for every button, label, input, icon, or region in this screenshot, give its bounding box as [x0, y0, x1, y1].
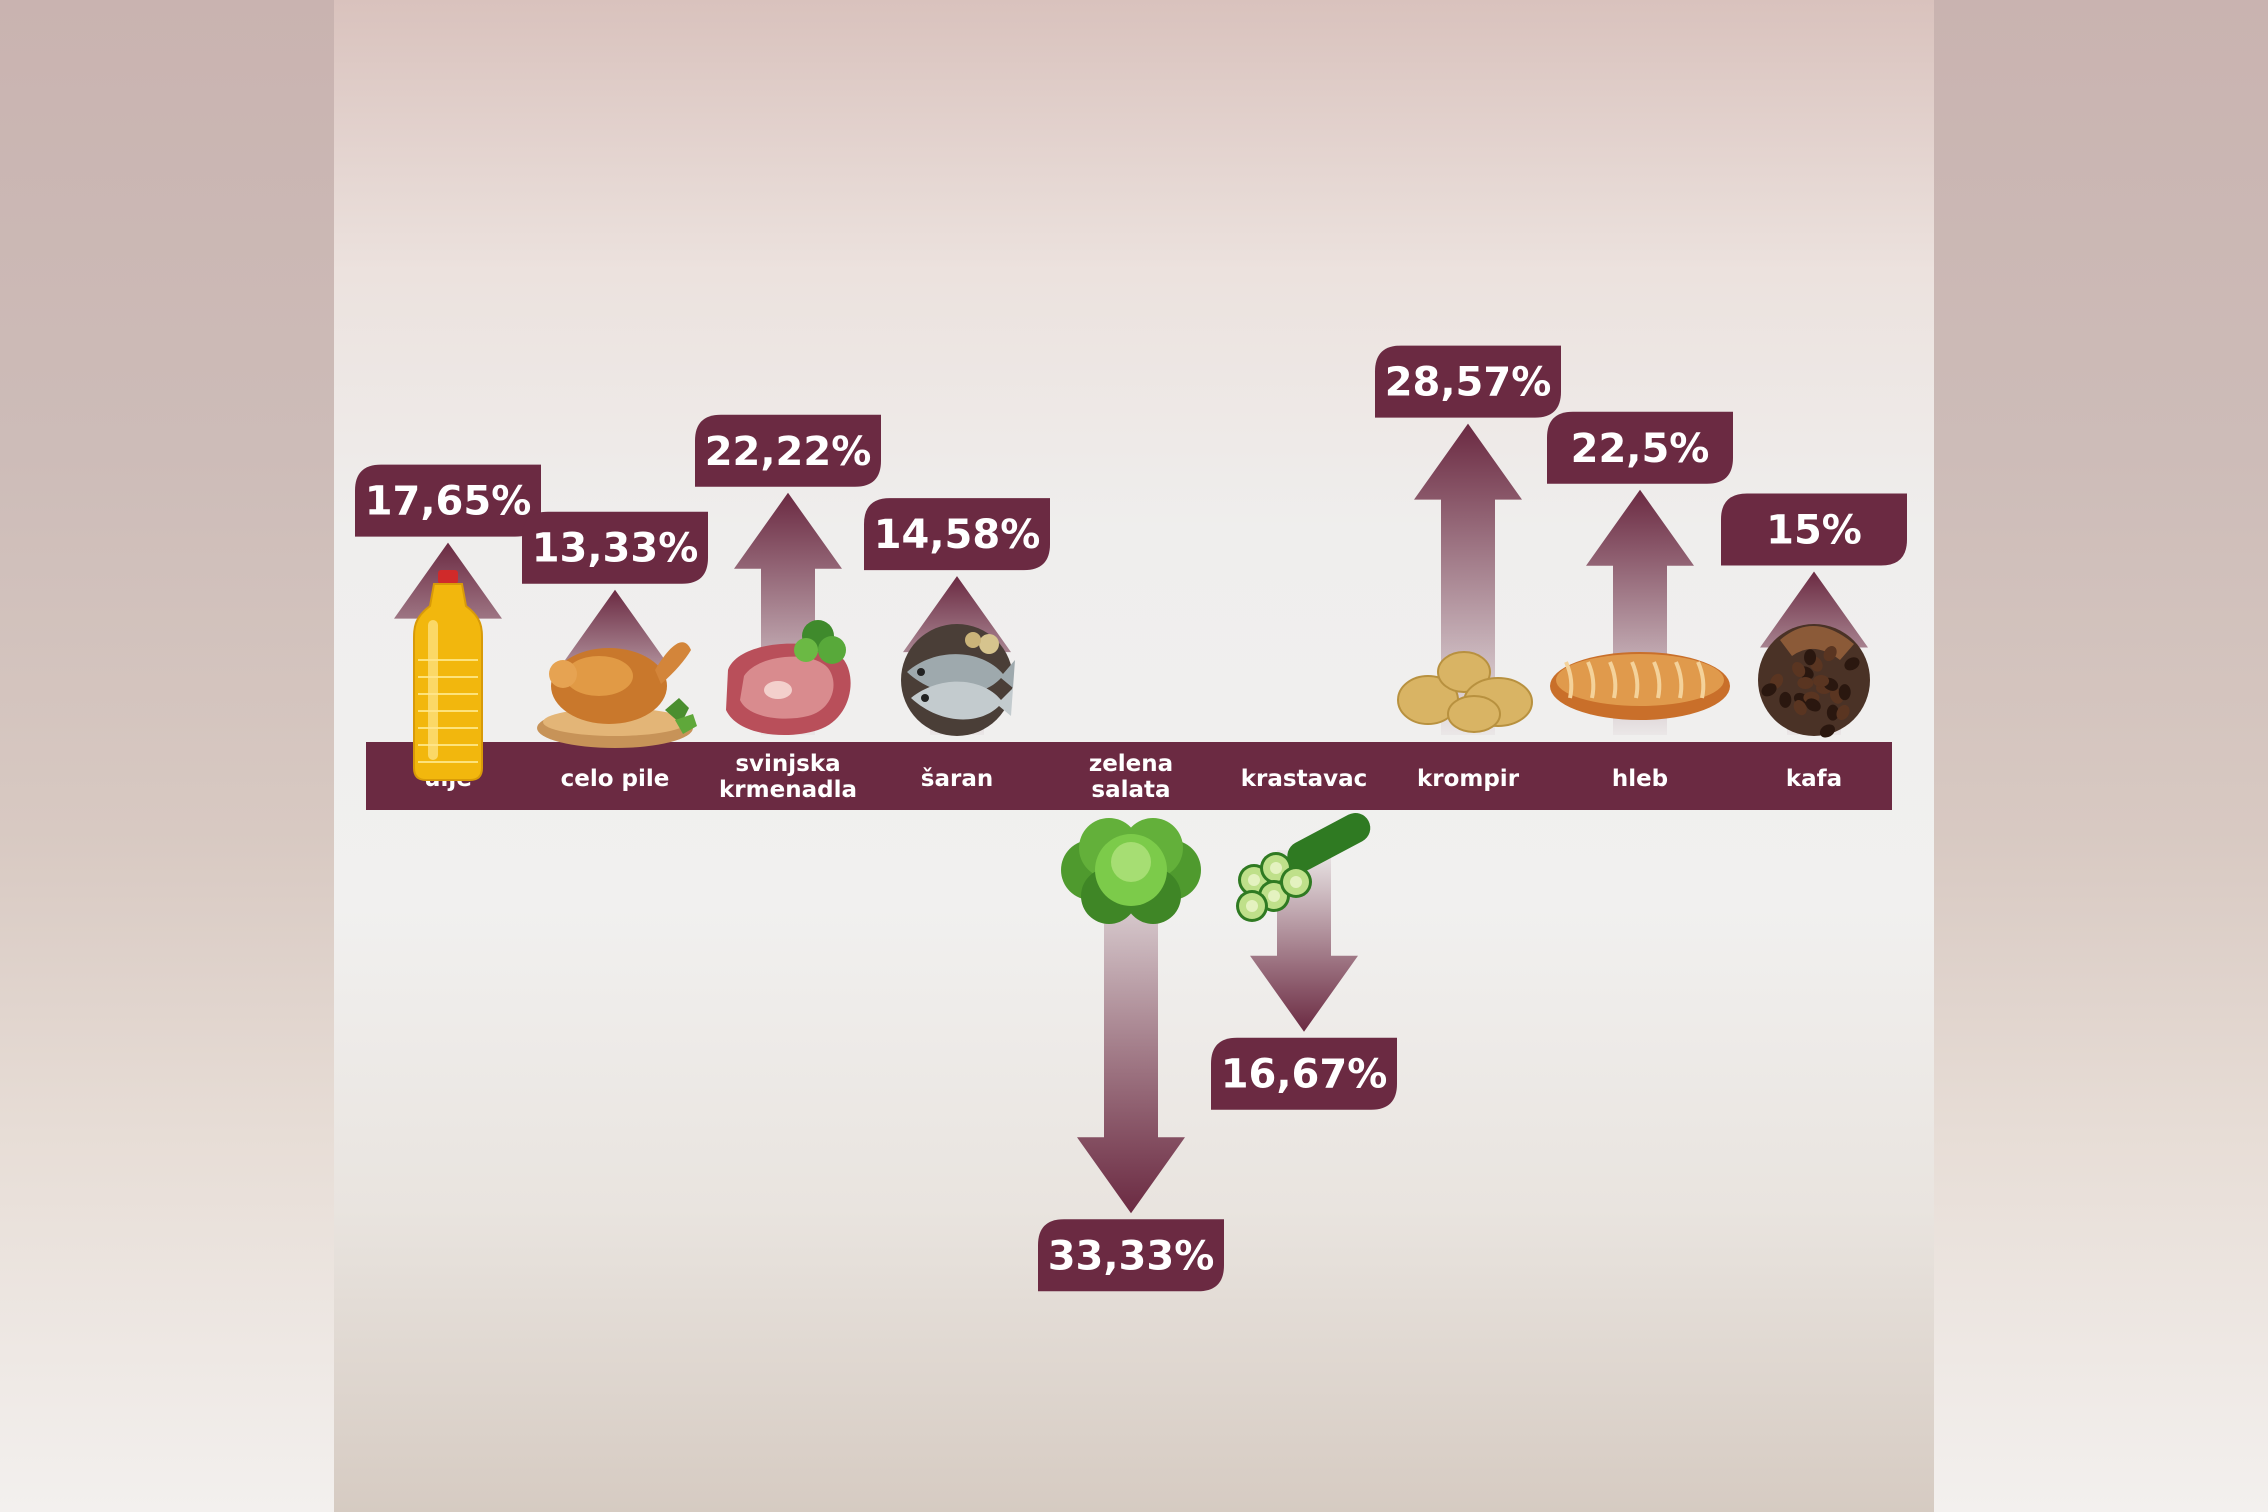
value-label-8: 22,5% — [1571, 426, 1710, 472]
category-label-7: krompir — [1417, 766, 1520, 792]
value-label-9: 15% — [1766, 508, 1862, 554]
side-blur-right — [1934, 0, 2268, 1512]
value-label-5: 33,33% — [1048, 1233, 1215, 1279]
category-label-8: hleb — [1612, 766, 1668, 792]
value-label-7: 28,57% — [1385, 360, 1552, 406]
bread-icon — [1550, 652, 1730, 720]
category-band — [366, 742, 1892, 810]
value-label-box-8 — [1547, 411, 1733, 484]
price-change-chart: 17,65%ulje13,33%celo pile22,22%svinjskak… — [355, 345, 1907, 1292]
coffee-icon — [1758, 624, 1870, 738]
category-label-4: šaran — [921, 766, 993, 792]
value-label-6: 16,67% — [1221, 1052, 1388, 1098]
category-label-5-line-2: salata — [1091, 777, 1170, 803]
arrow-7 — [1414, 423, 1522, 735]
cucumber-icon — [1236, 813, 1371, 922]
value-label-box-7 — [1375, 345, 1561, 418]
value-label-4: 14,58% — [874, 512, 1041, 558]
category-label-2: celo pile — [561, 766, 670, 792]
value-label-3: 22,22% — [705, 429, 872, 475]
value-label-box-9 — [1721, 493, 1907, 566]
value-label-box-4 — [864, 498, 1050, 571]
value-label-box-2 — [522, 511, 708, 584]
potato-icon — [1397, 651, 1533, 733]
category-label-9: kafa — [1786, 766, 1842, 792]
value-label-2: 13,33% — [532, 526, 699, 572]
category-label-6: krastavac — [1241, 766, 1368, 792]
pork-chop-icon — [726, 620, 851, 736]
lettuce-icon — [1061, 818, 1201, 924]
side-blur-left — [0, 0, 334, 1512]
category-label-3-line-1: svinjska — [735, 751, 840, 777]
roast-chicken-icon — [537, 642, 697, 748]
fish-icon — [901, 624, 1015, 736]
value-label-box-1 — [355, 464, 541, 537]
category-label-5-line-1: zelena — [1089, 751, 1173, 777]
infographic-poster: 17,65%ulje13,33%celo pile22,22%svinjskak… — [334, 0, 1934, 1512]
oil-bottle-icon — [413, 570, 483, 781]
value-label-1: 17,65% — [365, 479, 532, 525]
value-label-box-6 — [1211, 1037, 1397, 1110]
category-label-3-line-2: krmenadla — [719, 777, 857, 803]
value-label-box-5 — [1038, 1219, 1224, 1292]
value-label-box-3 — [695, 414, 881, 487]
arrow-5 — [1077, 850, 1185, 1214]
